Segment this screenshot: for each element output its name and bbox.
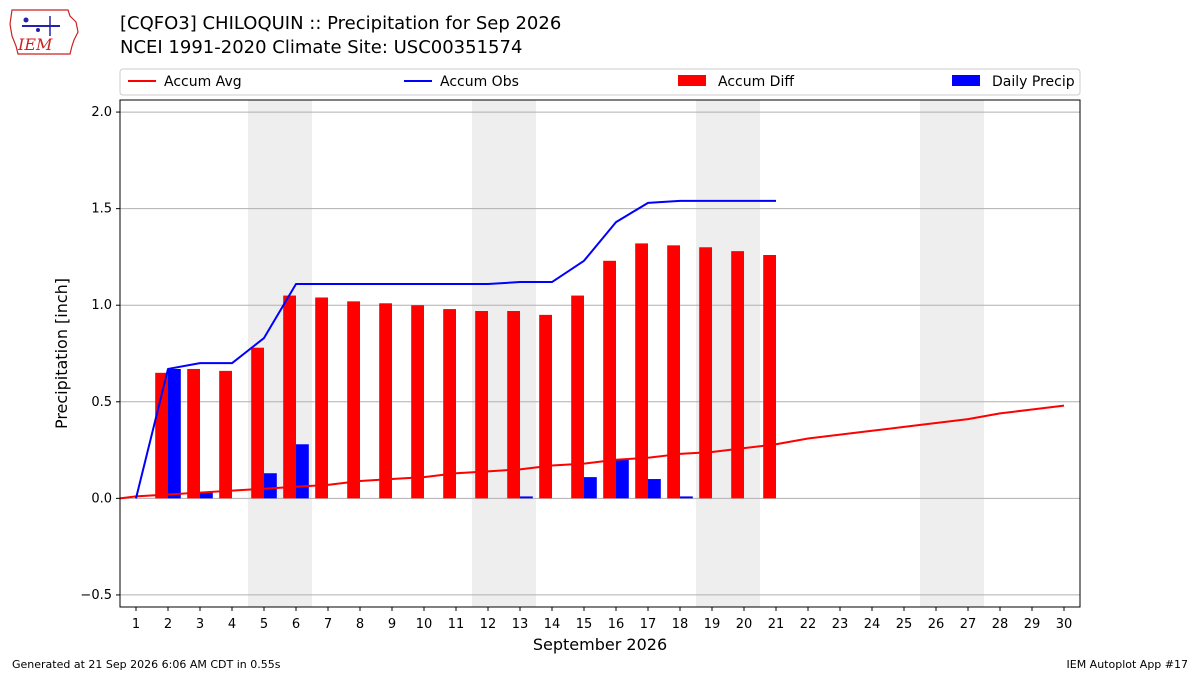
weekend-band — [920, 100, 952, 607]
legend-label: Accum Diff — [718, 74, 794, 90]
accum-diff-bar — [507, 311, 520, 499]
daily-precip-bar — [200, 492, 213, 499]
chart-title: [CQFO3] CHILOQUIN :: Precipitation for S… — [120, 12, 561, 60]
legend-label: Daily Precip — [992, 74, 1075, 90]
legend-bar-swatch — [952, 75, 980, 86]
accum-diff-bar — [283, 295, 296, 499]
x-tick-label: 18 — [672, 617, 689, 632]
accum-diff-bar — [539, 314, 552, 499]
accum-diff-bar — [571, 295, 584, 499]
x-axis-title: September 2026 — [533, 635, 667, 654]
accum-diff-bar — [411, 305, 424, 499]
iem-logo: IEM — [9, 9, 79, 55]
x-tick-label: 21 — [768, 617, 785, 632]
x-tick-label: 4 — [228, 617, 236, 632]
daily-precip-bar — [296, 444, 309, 499]
accum-diff-bar — [763, 254, 776, 499]
logo-text: IEM — [17, 35, 53, 54]
x-tick-label: 15 — [576, 617, 593, 632]
legend: Accum Avg Accum Obs Accum Diff Daily Precip — [119, 68, 1081, 96]
x-tick-label: 17 — [640, 617, 657, 632]
accum-diff-bar — [187, 368, 200, 499]
legend-label: Accum Avg — [164, 74, 242, 90]
plot-frame — [119, 99, 1081, 608]
y-tick-label: 1.0 — [91, 298, 112, 313]
daily-precip-bar — [680, 496, 693, 499]
x-tick-label: 26 — [928, 617, 945, 632]
x-tick-label: 27 — [960, 617, 977, 632]
x-tick-label: 7 — [324, 617, 332, 632]
accum-diff-bar — [731, 251, 744, 499]
accum-diff-bar — [315, 297, 328, 499]
x-tick-label: 13 — [512, 617, 529, 632]
legend-label: Accum Obs — [440, 74, 519, 90]
accum-diff-bar — [667, 245, 680, 499]
x-tick-label: 9 — [388, 617, 396, 632]
y-tick-label: 1.5 — [91, 202, 112, 217]
y-tick-label: −0.5 — [80, 588, 112, 603]
accum-diff-bar — [699, 247, 712, 499]
accum-diff-bar — [603, 260, 616, 499]
legend-bar-swatch — [678, 75, 706, 86]
daily-precip-bar — [584, 477, 597, 499]
accum-avg-line — [119, 404, 1065, 500]
accum-diff-bar — [379, 303, 392, 499]
x-tick-label: 29 — [1024, 617, 1041, 632]
x-tick-label: 19 — [704, 617, 721, 632]
y-axis-title: Precipitation [inch] — [52, 278, 71, 429]
generated-note: Generated at 21 Sep 2026 6:06 AM CDT in … — [12, 658, 281, 671]
accum-diff-bar — [475, 311, 488, 499]
daily-precip-bar — [520, 496, 533, 499]
title-line-1: [CQFO3] CHILOQUIN :: Precipitation for S… — [120, 13, 562, 34]
accum-diff-bar — [251, 347, 264, 499]
x-tick-label: 10 — [416, 617, 433, 632]
accum-diff-bar — [219, 370, 232, 499]
daily-precip-bar — [648, 479, 661, 499]
x-tick-label: 22 — [800, 617, 817, 632]
x-tick-label: 16 — [608, 617, 625, 632]
y-tick-label: 2.0 — [91, 105, 112, 120]
x-tick-label: 23 — [832, 617, 849, 632]
x-tick-label: 12 — [480, 617, 497, 632]
x-tick-label: 5 — [260, 617, 268, 632]
y-tick-label: 0.5 — [91, 395, 112, 410]
weekend-band — [952, 100, 984, 607]
x-tick-label: 30 — [1056, 617, 1073, 632]
x-tick-label: 3 — [196, 617, 204, 632]
x-tick-label: 11 — [448, 617, 465, 632]
accum-obs-line — [135, 199, 776, 499]
accum-diff-bar — [347, 301, 360, 499]
legend-box — [119, 68, 1081, 96]
accum-diff-bar — [443, 309, 456, 499]
daily-precip-bar — [264, 473, 277, 499]
x-tick-label: 1 — [132, 617, 140, 632]
x-tick-label: 6 — [292, 617, 300, 632]
x-tick-label: 25 — [896, 617, 913, 632]
x-tick-label: 20 — [736, 617, 753, 632]
x-tick-label: 28 — [992, 617, 1009, 632]
y-tick-label: 0.0 — [91, 491, 112, 506]
accum-diff-bar — [635, 243, 648, 499]
x-tick-label: 2 — [164, 617, 172, 632]
app-label: IEM Autoplot App #17 — [1066, 658, 1189, 671]
title-line-2: NCEI 1991-2020 Climate Site: USC00351574 — [120, 37, 523, 58]
daily-precip-bar — [168, 368, 181, 499]
daily-precip-bar — [616, 459, 629, 499]
x-tick-label: 8 — [356, 617, 364, 632]
x-tick-label: 14 — [544, 617, 561, 632]
x-tick-label: 24 — [864, 617, 881, 632]
